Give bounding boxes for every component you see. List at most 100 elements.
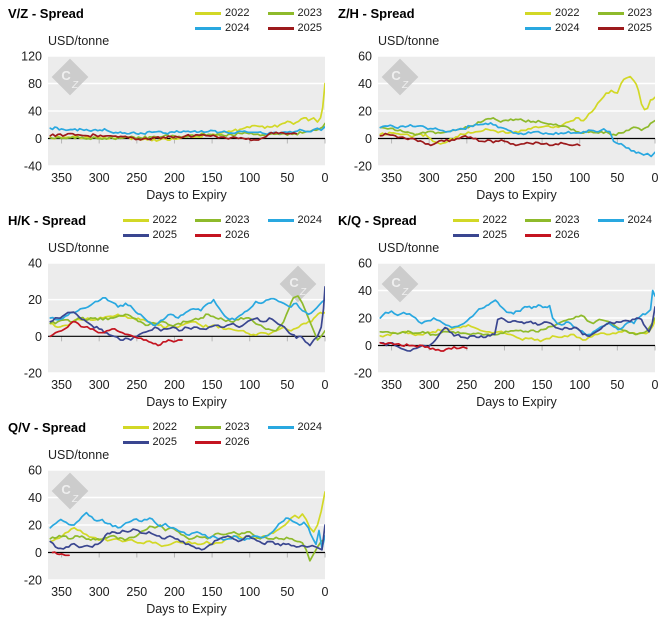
x-tick-label: 150: [202, 171, 223, 185]
legend-item-2026: 2026: [195, 436, 250, 448]
chart-title: V/Z - Spread: [8, 6, 84, 21]
legend-item-2026: 2026: [525, 229, 580, 241]
legend-swatch-2025: [122, 440, 149, 444]
legend-item-2025: 2025: [122, 436, 178, 448]
watermark-logo: CZ: [51, 472, 89, 510]
series-group: [49, 491, 325, 562]
legend-item-2025: 2025: [452, 229, 508, 241]
legend-swatch-2026: [525, 233, 552, 237]
plot-area: CZ -20 0 20 40 60 350 300 250 200 150 100 50 0 Days to…: [354, 257, 659, 409]
series-group: [379, 289, 655, 352]
legend-swatch-2026: [195, 440, 222, 444]
chart-vz-spread: V/Z - Spread 2022 2023 2024 2025 USD/tonne …: [0, 0, 330, 207]
watermark-letter-c: C: [391, 275, 401, 290]
watermark-letter-c: C: [289, 275, 299, 290]
chart-header: K/Q - Spread 2022 2023 2024 2025 2026: [330, 207, 660, 241]
legend-swatch-2024: [525, 26, 552, 30]
legend-label: 2026: [225, 229, 250, 241]
x-tick-label: 200: [164, 585, 185, 599]
x-axis-title: Days to Expiry: [146, 602, 227, 616]
legend-swatch-2025: [452, 233, 479, 237]
x-tick-label: 250: [126, 171, 147, 185]
legend-item-2024: 2024: [267, 214, 322, 226]
x-tick-label: 50: [280, 171, 294, 185]
y-tick-label: 60: [358, 257, 372, 271]
x-tick-label: 0: [322, 585, 329, 599]
plot-area: CZ -40 0 40 80 120 350 300 250 200 150 100 50 0 Days t…: [21, 50, 329, 202]
x-tick-label: 200: [494, 378, 515, 392]
legend-label: 2026: [225, 436, 250, 448]
series-line-2025: [379, 306, 655, 352]
x-tick-label: 200: [164, 378, 185, 392]
x-tick-label: 100: [569, 378, 590, 392]
series-line-2025: [49, 131, 298, 142]
legend-label: 2022: [225, 7, 250, 19]
legend-label: 2023: [297, 7, 322, 19]
legend-swatch-2023: [525, 218, 552, 222]
legend-item-2024: 2024: [195, 22, 250, 34]
y-tick-label: 80: [28, 77, 42, 91]
chart-title: K/Q - Spread: [338, 213, 417, 228]
x-axis-title: Days to Expiry: [476, 188, 557, 202]
legend-swatch-2022: [525, 11, 552, 15]
chart-zh-spread: Z/H - Spread 2022 2023 2024 2025 USD/tonne …: [330, 0, 660, 207]
chart-title: Z/H - Spread: [338, 6, 415, 21]
plot-area: CZ -20 0 20 40 350 300 250 200 150 100 50 0 Days to E…: [24, 257, 329, 409]
series-line-2024: [379, 122, 655, 158]
watermark-logo: CZ: [279, 265, 317, 303]
x-tick-label: 0: [322, 378, 329, 392]
y-tick-label: 0: [35, 330, 42, 344]
x-tick-label: 350: [51, 585, 72, 599]
watermark-diamond: [51, 472, 89, 510]
unit-label: USD/tonne: [48, 448, 110, 462]
series-line-2023: [49, 524, 325, 562]
plot-area: CZ -20 0 20 40 60 350 300 250 200 150 100 50 0 Days to…: [24, 464, 329, 616]
watermark-diamond: [381, 58, 419, 96]
legend-swatch-2023: [195, 218, 222, 222]
series-line-2025: [379, 132, 581, 147]
x-tick-label: 0: [652, 378, 659, 392]
chart-legend: 2022 2023 2024 2025 2026: [452, 214, 652, 241]
legend-label: 2025: [627, 22, 652, 34]
y-tick-label: 0: [35, 546, 42, 560]
legend-swatch-2023: [267, 11, 294, 15]
y-tick-label: 40: [28, 105, 42, 119]
y-tick-label: 120: [21, 50, 42, 64]
watermark-letter-z: Z: [71, 494, 79, 505]
legend-item-2022: 2022: [122, 214, 178, 226]
x-axis-title: Days to Expiry: [146, 188, 227, 202]
unit-label: USD/tonne: [48, 34, 110, 48]
legend-label: 2022: [152, 214, 178, 226]
watermark-letter-c: C: [391, 68, 401, 83]
legend-label: 2025: [152, 436, 178, 448]
x-tick-label: 250: [456, 378, 477, 392]
legend-label: 2025: [482, 229, 508, 241]
x-tick-label: 350: [381, 171, 402, 185]
x-tick-label: 350: [51, 378, 72, 392]
y-tick-label: -20: [24, 367, 42, 381]
unit-label: USD/tonne: [378, 34, 440, 48]
x-tick-label: 0: [652, 171, 659, 185]
x-tick-label: 50: [280, 585, 294, 599]
x-tick-label: 0: [322, 171, 329, 185]
legend-swatch-2022: [122, 425, 149, 429]
x-tick-label: 150: [202, 585, 223, 599]
y-tick-label: -20: [354, 160, 372, 174]
x-tick-label: 350: [381, 378, 402, 392]
series-group: [379, 75, 655, 158]
y-tick-label: 20: [28, 293, 42, 307]
y-tick-label: -20: [24, 574, 42, 588]
x-tick-label: 50: [610, 378, 624, 392]
x-tick-label: 300: [419, 378, 440, 392]
legend-label: 2024: [627, 214, 652, 226]
legend-label: 2023: [225, 214, 250, 226]
y-tick-label: 40: [358, 77, 372, 91]
y-tick-label: -20: [354, 367, 372, 381]
watermark-letter-z: Z: [401, 287, 409, 298]
x-tick-label: 150: [532, 171, 553, 185]
y-tick-label: 40: [358, 284, 372, 298]
legend-label: 2025: [297, 22, 322, 34]
legend-label: 2024: [225, 22, 250, 34]
legend-label: 2024: [297, 421, 322, 433]
